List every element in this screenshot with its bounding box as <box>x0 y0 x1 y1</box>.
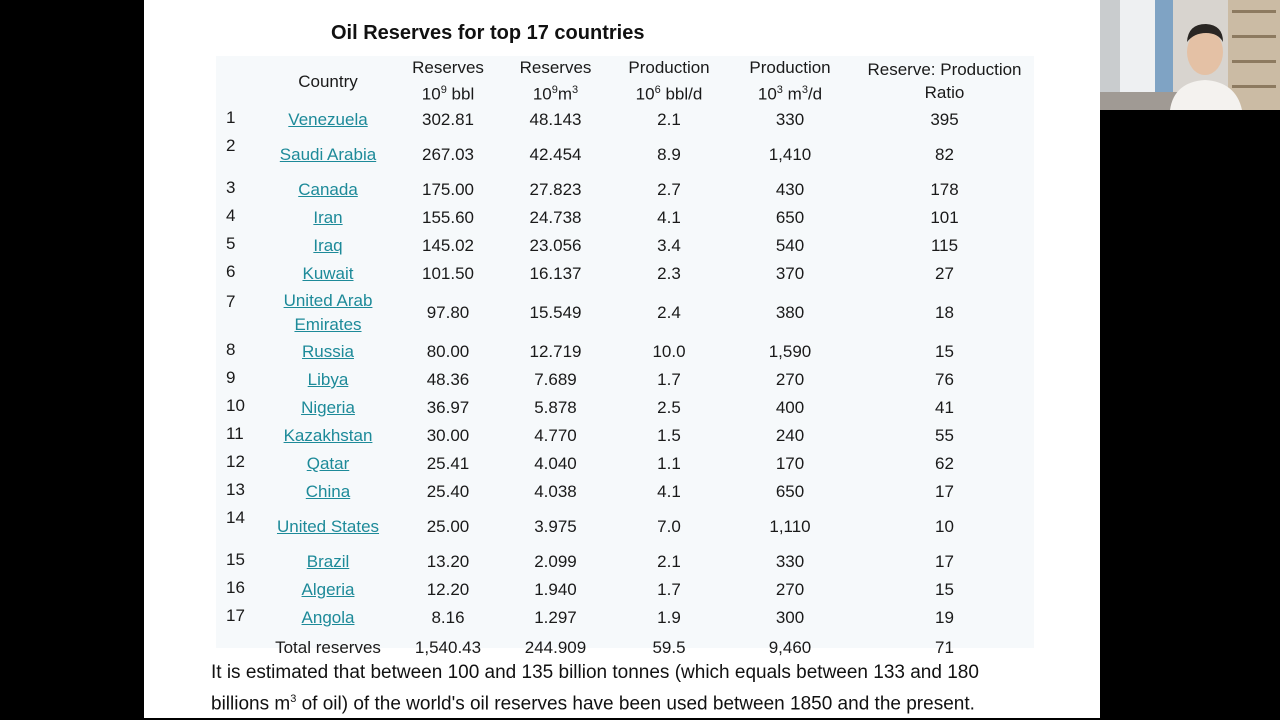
total-row: Total reserves 1,540.43 244.909 59.5 9,4… <box>216 632 1034 664</box>
table-title: Oil Reserves for top 17 countries <box>331 22 645 44</box>
country-link-kuwait[interactable]: Kuwait <box>302 264 354 283</box>
country-link-united-states[interactable]: United States <box>276 517 380 536</box>
rank-header <box>216 56 258 106</box>
header-row: Country Reserves 109 bbl Reserves 109m3 … <box>216 56 1034 106</box>
country-link-libya[interactable]: Libya <box>307 370 349 389</box>
total-label: Total reserves <box>275 638 381 657</box>
oil-reserves-table: Country Reserves 109 bbl Reserves 109m3 … <box>216 56 1034 657</box>
table-row: 5 Iraq 145.02 23.056 3.4 540 115 <box>226 234 959 255</box>
production-bbl-header: Production 106 bbl/d <box>628 58 710 104</box>
country-link-brazil[interactable]: Brazil <box>306 552 350 571</box>
table-row: 13 China 25.40 4.038 4.1 650 17 <box>226 480 954 501</box>
table-row: 6 Kuwait 101.50 16.137 2.3 370 27 <box>226 262 954 283</box>
country-link-angola[interactable]: Angola <box>301 608 355 627</box>
country-link-saudi-arabia[interactable]: Saudi Arabia <box>279 145 377 164</box>
table-row: 14 United States 25.00 3.975 7.0 1,110 1… <box>226 508 954 536</box>
table-row: 1 Venezuela 302.81 48.143 2.1 330 395 <box>226 108 959 129</box>
table-row: 15 Brazil 13.20 2.099 2.1 330 17 <box>226 550 954 571</box>
table-row: 11 Kazakhstan 30.00 4.770 1.5 240 55 <box>226 424 954 445</box>
table-row: 12 Qatar 25.41 4.040 1.1 170 62 <box>226 452 954 473</box>
table-row: 7 United Arab Emirates 97.80 15.549 2.4 3… <box>226 291 954 334</box>
table-row: 3 Canada 175.00 27.823 2.7 430 178 <box>226 178 959 199</box>
table-row: 9 Libya 48.36 7.689 1.7 270 76 <box>226 368 954 389</box>
footnote: It is estimated that between 100 and 135… <box>211 662 979 715</box>
country-link-qatar[interactable]: Qatar <box>306 454 350 473</box>
reserves-m3-header: Reserves 109m3 <box>519 58 592 104</box>
country-link-algeria[interactable]: Algeria <box>301 580 355 599</box>
table-row: 4 Iran 155.60 24.738 4.1 650 101 <box>226 206 959 227</box>
country-header: Country <box>298 71 358 91</box>
country-link-uae[interactable]: United Arab Emirates <box>283 291 373 334</box>
country-link-iraq[interactable]: Iraq <box>313 236 343 255</box>
slide: Oil Reserves for top 17 countries Countr… <box>144 0 1100 718</box>
country-link-iran[interactable]: Iran <box>313 208 343 227</box>
table-row: 16 Algeria 12.20 1.940 1.7 270 15 <box>226 578 954 599</box>
webcam-overlay <box>1100 0 1280 110</box>
country-link-china[interactable]: China <box>305 482 351 501</box>
country-link-nigeria[interactable]: Nigeria <box>301 398 355 417</box>
table-row: 8 Russia 80.00 12.719 10.0 1,590 15 <box>226 340 954 361</box>
table-row: 2 Saudi Arabia 267.03 42.454 8.9 1,410 8… <box>226 136 954 164</box>
country-link-canada[interactable]: Canada <box>298 180 358 199</box>
reserves-bbl-header: Reserves 109 bbl <box>412 58 484 104</box>
country-link-kazakhstan[interactable]: Kazakhstan <box>283 426 373 445</box>
production-m3-header: Production 103 m3/d <box>749 58 831 104</box>
country-link-venezuela[interactable]: Venezuela <box>288 110 368 129</box>
ratio-header: Reserve: Production Ratio <box>867 60 1022 102</box>
country-link-russia[interactable]: Russia <box>302 342 354 361</box>
presenter-video-icon <box>1100 0 1280 110</box>
table-row: 10 Nigeria 36.97 5.878 2.5 400 41 <box>226 396 954 417</box>
table-row: 17 Angola 8.16 1.297 1.9 300 19 <box>226 606 954 627</box>
